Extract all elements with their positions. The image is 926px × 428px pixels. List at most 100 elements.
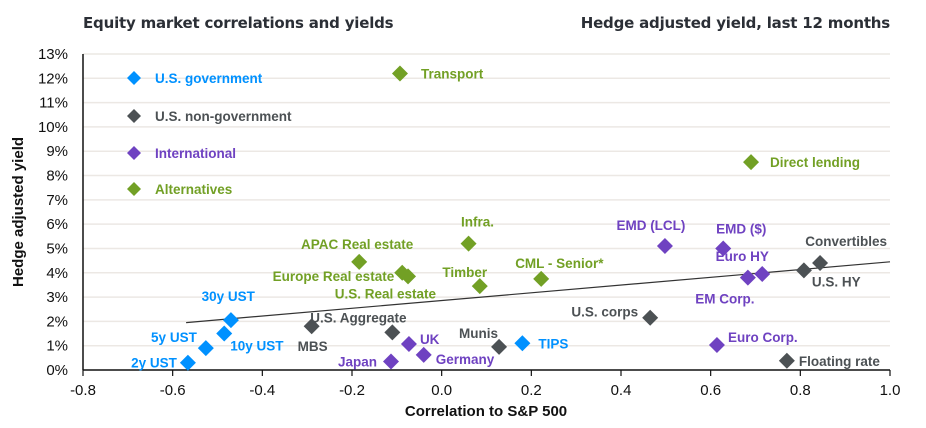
data-point: Germany xyxy=(415,346,495,367)
point-marker xyxy=(222,312,239,329)
point-label: Transport xyxy=(421,66,484,81)
gridlines xyxy=(83,53,890,347)
data-point: U.S. corps xyxy=(571,305,659,326)
point-marker xyxy=(642,309,659,326)
point-label: APAC Real estate xyxy=(301,237,414,252)
point-label: Germany xyxy=(436,352,495,367)
data-point: Euro HY xyxy=(716,249,771,282)
point-label: U.S. Aggregate xyxy=(310,310,407,325)
y-tick-label: 10% xyxy=(38,119,68,136)
point-marker xyxy=(491,338,508,355)
x-axis-title: Correlation to S&P 500 xyxy=(405,403,567,420)
x-tick-label: 0.6 xyxy=(700,382,721,399)
point-label: U.S. corps xyxy=(571,305,638,320)
data-point: Infra. xyxy=(460,215,494,252)
point-marker xyxy=(739,269,756,286)
point-label: MBS xyxy=(298,339,328,354)
data-point: MBS xyxy=(298,318,328,354)
legend-label: U.S. government xyxy=(155,71,263,86)
point-marker xyxy=(216,325,233,342)
chart-title: Equity market correlations and yields xyxy=(83,14,394,32)
x-tick-label: -0.8 xyxy=(70,382,96,399)
legend-label: U.S. non-government xyxy=(155,109,292,124)
axes: 0% 1% 2% 3% 4% 5% 6% 7% 8% 9% 10% 11% 12% 13% -0.8 -0.6… xyxy=(38,46,900,399)
point-label: U.S. Real estate xyxy=(335,286,437,301)
y-tick-label: 2% xyxy=(46,313,68,330)
y-tick-label: 3% xyxy=(46,289,68,306)
point-label: Direct lending xyxy=(770,155,860,170)
point-label: 30y UST xyxy=(202,289,256,304)
point-label: EMD (LCL) xyxy=(616,218,685,233)
point-marker xyxy=(743,154,760,171)
data-point: EMD ($) xyxy=(715,221,766,257)
data-point: APAC Real estate xyxy=(301,237,414,270)
y-tick-label: 4% xyxy=(46,265,68,282)
data-point: U.S. Aggregate xyxy=(310,310,407,341)
legend-diamond-icon xyxy=(127,146,141,160)
data-points: 2y UST 5y UST 10y UST 30y UST TIPS MBS U.S. Ag… xyxy=(131,65,887,371)
data-point: Europe Real estate xyxy=(273,264,411,284)
point-label: 2y UST xyxy=(131,356,178,371)
y-tick-label: 8% xyxy=(46,168,68,185)
point-marker xyxy=(415,346,432,363)
legend-label: International xyxy=(155,146,236,161)
x-tick-label: 0.2 xyxy=(521,382,542,399)
x-tick-label: 1.0 xyxy=(880,382,901,399)
data-point: TIPS xyxy=(514,335,568,352)
legend-item: Alternatives xyxy=(127,182,232,197)
point-marker xyxy=(391,65,408,82)
y-tick-label: 1% xyxy=(46,338,68,355)
data-point: Japan xyxy=(338,353,400,370)
x-tick-label: 0.8 xyxy=(790,382,811,399)
point-label: Euro HY xyxy=(716,249,769,264)
point-label: Floating rate xyxy=(799,354,880,369)
data-point: EM Corp. xyxy=(695,269,756,307)
y-tick-label: 13% xyxy=(38,46,68,63)
point-marker xyxy=(400,268,417,285)
y-tick-label: 11% xyxy=(39,95,68,112)
y-tick-label: 7% xyxy=(46,192,68,209)
point-marker xyxy=(303,318,320,335)
point-marker xyxy=(197,340,214,357)
data-point: Floating rate xyxy=(778,352,880,369)
point-marker xyxy=(778,352,795,369)
point-marker xyxy=(384,324,401,341)
point-label: Euro Corp. xyxy=(728,330,798,345)
point-marker xyxy=(812,255,829,272)
data-point: Transport xyxy=(391,65,484,82)
data-point: Timber xyxy=(442,265,488,295)
y-tick-label: 12% xyxy=(38,70,68,87)
point-label: Convertibles xyxy=(805,234,887,249)
legend-item: U.S. non-government xyxy=(127,109,292,124)
data-point: U.S. HY xyxy=(795,262,861,289)
data-point: 2y UST xyxy=(131,354,196,371)
data-point: Euro Corp. xyxy=(708,330,798,353)
y-tick-label: 9% xyxy=(46,143,68,160)
point-marker xyxy=(460,235,477,252)
point-label: U.S. HY xyxy=(812,274,861,289)
y-tick-label: 5% xyxy=(46,240,68,257)
trendline xyxy=(186,261,891,324)
point-label: Timber xyxy=(442,265,488,280)
chart-subtitle: Hedge adjusted yield, last 12 months xyxy=(580,14,890,32)
legend-diamond-icon xyxy=(127,109,141,123)
point-marker xyxy=(795,262,812,279)
point-marker xyxy=(715,240,732,257)
point-label: Japan xyxy=(338,354,377,369)
point-label: EM Corp. xyxy=(695,292,754,307)
point-marker xyxy=(656,238,673,255)
trendline-layer xyxy=(186,261,891,324)
point-marker xyxy=(351,253,368,270)
data-point: 5y UST xyxy=(151,330,214,357)
legend-label: Alternatives xyxy=(155,182,232,197)
x-tick-label: -0.4 xyxy=(249,382,275,399)
point-marker xyxy=(179,354,196,371)
data-point: CML - Senior* xyxy=(515,256,604,287)
data-point: U.S. Real estate xyxy=(335,268,437,301)
point-label: 5y UST xyxy=(151,330,198,345)
point-label: TIPS xyxy=(538,336,568,351)
point-marker xyxy=(400,335,417,352)
point-label: CML - Senior* xyxy=(515,256,604,271)
point-marker xyxy=(471,278,488,295)
